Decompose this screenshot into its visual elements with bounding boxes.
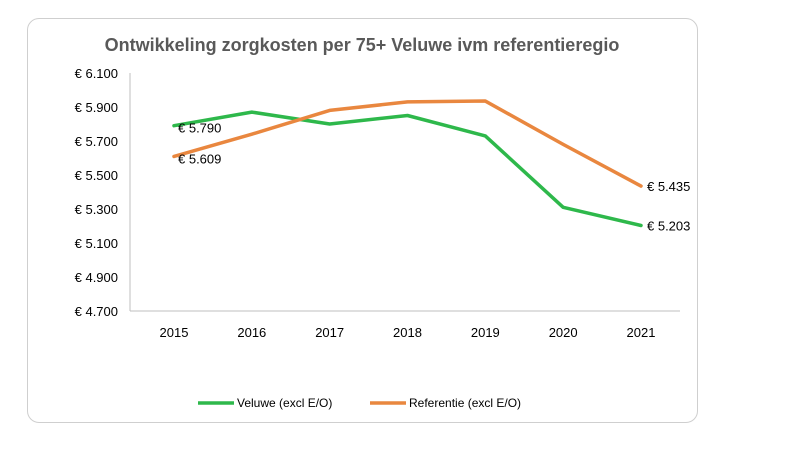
series-line-referentie [172,99,643,188]
x-tick-label: 2015 [160,325,189,340]
y-tick-label: € 5.700 [75,134,118,149]
y-tick-label: € 5.900 [75,100,118,115]
y-tick-label: € 4.900 [75,270,118,285]
y-tick-label: € 5.100 [75,236,118,251]
legend-label: Veluwe (excl E/O) [237,396,332,410]
chart-card [27,18,698,423]
x-tick-label: 2017 [315,325,344,340]
y-tick-label: € 5.300 [75,202,118,217]
x-tick-label: 2021 [627,325,656,340]
x-tick-label: 2019 [471,325,500,340]
data-label: € 5.203 [647,218,690,233]
y-tick-label: € 6.100 [75,66,118,81]
data-label: € 5.790 [178,121,221,136]
series-line-veluwe [172,110,643,228]
y-tick-label: € 5.500 [75,168,118,183]
data-label: € 5.609 [178,151,221,166]
legend-label: Referentie (excl E/O) [409,396,521,410]
data-label: € 5.435 [647,179,690,194]
x-tick-label: 2020 [549,325,578,340]
chart-title: Ontwikkeling zorgkosten per 75+ Veluwe i… [105,35,620,55]
x-tick-label: 2016 [237,325,266,340]
y-tick-label: € 4.700 [75,304,118,319]
x-tick-label: 2018 [393,325,422,340]
